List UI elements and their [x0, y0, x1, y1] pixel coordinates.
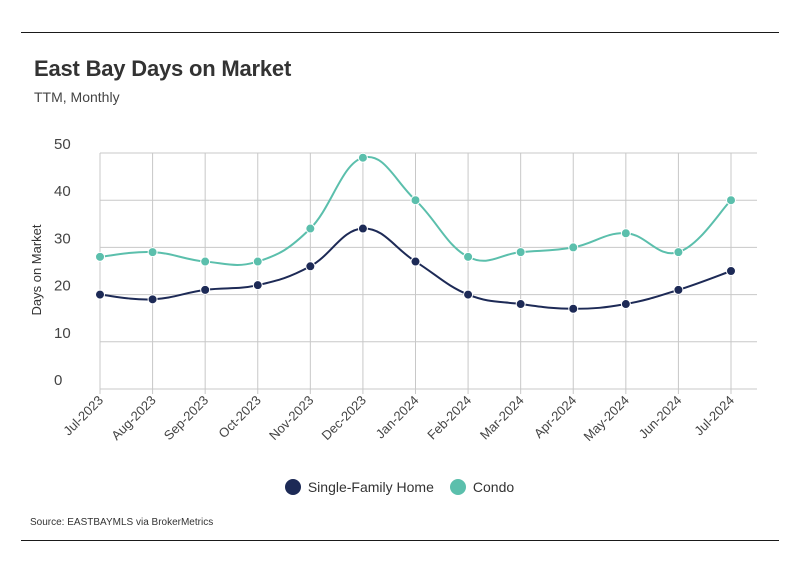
x-tick-label: Jul-2023	[60, 393, 106, 439]
data-point-condo[interactable]	[410, 195, 421, 206]
data-point-single-family-home[interactable]	[305, 261, 316, 272]
legend-marker-single-family	[284, 479, 301, 495]
grid-layer	[99, 152, 757, 394]
y-tick-label: 20	[54, 278, 71, 295]
data-point-condo[interactable]	[147, 247, 158, 258]
data-point-single-family-home[interactable]	[357, 223, 368, 234]
data-point-condo[interactable]	[568, 242, 579, 253]
legend-item-single-family[interactable]: Single-Family Home	[284, 479, 434, 495]
x-tick-label: Jul-2024	[691, 393, 737, 439]
x-tick-label: Apr-2024	[531, 393, 579, 441]
data-point-condo[interactable]	[673, 247, 684, 258]
data-point-condo[interactable]	[357, 152, 368, 163]
source-note: Source: EASTBAYMLS via BrokerMetrics	[30, 517, 214, 528]
series-layer	[95, 152, 736, 314]
chart-title: East Bay Days on Market	[34, 56, 292, 81]
data-point-condo[interactable]	[515, 247, 526, 258]
data-point-single-family-home[interactable]	[463, 289, 474, 300]
y-tick-label: 30	[54, 230, 71, 247]
data-point-single-family-home[interactable]	[726, 266, 736, 276]
y-tick-label: 40	[54, 183, 71, 200]
data-point-condo[interactable]	[252, 256, 263, 267]
x-tick-label: Aug-2023	[108, 393, 158, 443]
x-tick-label: Jun-2024	[636, 393, 685, 442]
y-tick-label: 10	[54, 325, 71, 342]
data-point-condo[interactable]	[620, 228, 631, 239]
legend-label-single-family: Single-Family Home	[307, 479, 434, 495]
y-tick-label: 50	[54, 136, 71, 153]
data-point-single-family-home[interactable]	[568, 303, 579, 314]
legend-marker-condo	[449, 479, 466, 495]
bottom-rule	[21, 540, 779, 541]
x-tick-label: Feb-2024	[424, 393, 474, 443]
y-axis-label: Days on Market	[29, 224, 44, 315]
data-point-condo[interactable]	[200, 256, 211, 267]
x-tick-label: Mar-2024	[477, 393, 527, 443]
x-tick-labels: Jul-2023 Aug-2023 Sep-2023 Oct-2023 Nov-2023…	[60, 393, 737, 444]
x-tick-label: Dec-2023	[319, 393, 369, 443]
data-point-single-family-home[interactable]	[515, 299, 526, 310]
top-rule	[21, 32, 779, 33]
legend-label-condo: Condo	[472, 479, 515, 495]
x-tick-label: Sep-2023	[161, 393, 211, 443]
data-point-condo[interactable]	[463, 251, 474, 262]
data-point-condo[interactable]	[305, 223, 316, 234]
data-point-single-family-home[interactable]	[147, 294, 158, 305]
y-tick-label: 0	[54, 372, 62, 389]
data-point-single-family-home[interactable]	[410, 256, 421, 267]
data-point-single-family-home[interactable]	[673, 284, 684, 295]
x-tick-label: May-2024	[580, 393, 631, 444]
data-point-single-family-home[interactable]	[620, 299, 631, 310]
data-point-condo[interactable]	[726, 195, 736, 206]
chart-subtitle: TTM, Monthly	[34, 89, 120, 105]
data-point-single-family-home[interactable]	[95, 289, 105, 300]
data-point-single-family-home[interactable]	[252, 280, 263, 291]
x-tick-label: Oct-2023	[215, 393, 263, 441]
x-tick-label: Nov-2023	[266, 393, 316, 443]
legend: Single-Family Home Condo	[0, 479, 799, 495]
data-point-single-family-home[interactable]	[200, 284, 211, 295]
data-point-condo[interactable]	[95, 251, 105, 262]
legend-item-condo[interactable]: Condo	[449, 479, 515, 495]
x-tick-label: Jan-2024	[373, 393, 422, 442]
y-tick-labels: 0 10 20 30 40 50	[54, 136, 71, 389]
